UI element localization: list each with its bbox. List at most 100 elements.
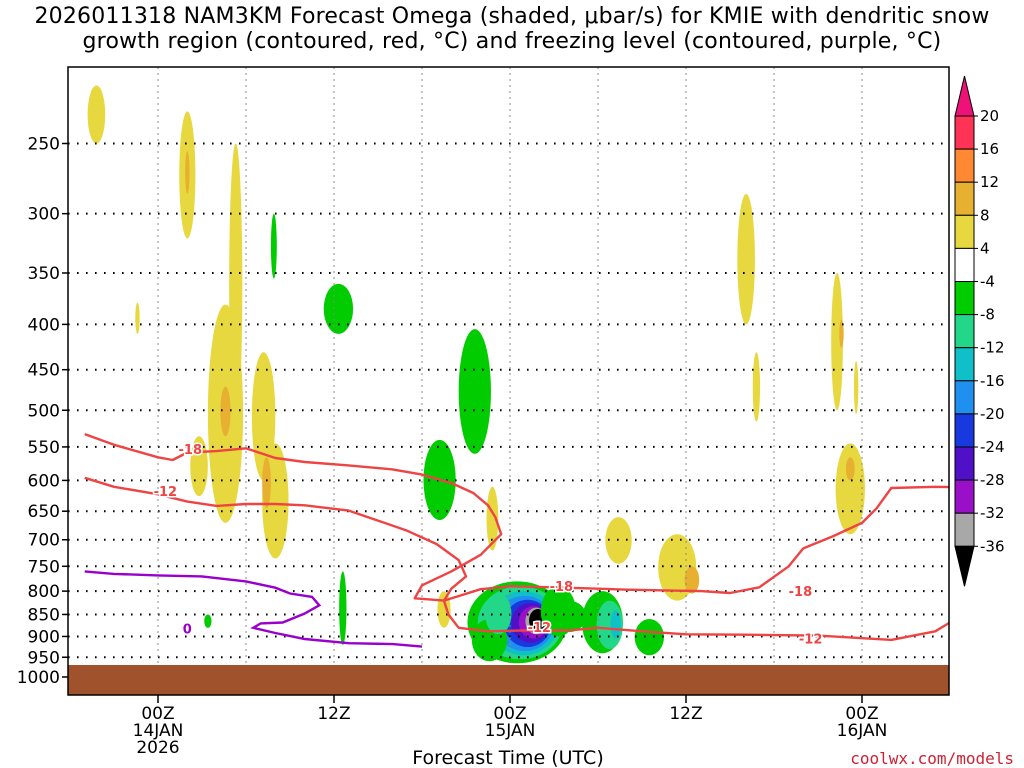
x-tick-label: 00Z bbox=[493, 704, 526, 724]
dendritic-label: -18 bbox=[550, 580, 574, 595]
colorbar-swatch bbox=[954, 281, 975, 316]
grid-lines bbox=[68, 67, 949, 695]
omega-blob bbox=[270, 213, 277, 279]
colorbar-swatch bbox=[954, 413, 975, 448]
omega-blob bbox=[831, 272, 843, 411]
dendritic-contour--12 bbox=[84, 476, 949, 642]
x-tick-label: 15JAN bbox=[485, 721, 536, 741]
colorbar-swatch bbox=[954, 446, 975, 481]
colorbar-label: -4 bbox=[980, 273, 995, 291]
omega-core bbox=[540, 586, 577, 637]
colorbar-label: -20 bbox=[980, 405, 1005, 423]
omega-core bbox=[485, 593, 512, 635]
x-tick-label: 2026 bbox=[136, 738, 179, 758]
colorbar-label: 8 bbox=[980, 206, 990, 224]
colorbar-swatch bbox=[954, 314, 975, 349]
colorbar-label: 20 bbox=[980, 107, 999, 125]
omega-blob bbox=[486, 486, 499, 551]
colorbar-arrow-top bbox=[954, 75, 975, 117]
colorbar-swatch bbox=[954, 148, 975, 183]
omega-blob bbox=[135, 302, 140, 334]
y-tick-label: 700 bbox=[28, 531, 60, 551]
colorbar-label: -36 bbox=[980, 537, 1005, 555]
x-tick-label: 00Z bbox=[141, 704, 174, 724]
chart-title-line1: 2026011318 NAM3KM Forecast Omega (shaded… bbox=[34, 4, 990, 29]
y-tick-label: 350 bbox=[28, 264, 60, 284]
colorbar-label: -8 bbox=[980, 306, 995, 324]
freezing-level-contour bbox=[84, 570, 423, 648]
omega-blob bbox=[458, 329, 491, 454]
colorbar-label: -24 bbox=[980, 438, 1005, 456]
omega-blob bbox=[323, 283, 354, 334]
y-tick-label: 400 bbox=[28, 315, 60, 335]
colorbar-swatch bbox=[954, 347, 975, 382]
y-tick-label: 750 bbox=[28, 557, 60, 577]
omega-blob bbox=[204, 614, 212, 628]
omega-blob bbox=[437, 591, 451, 628]
colorbar-swatch bbox=[954, 115, 975, 150]
omega-blob bbox=[634, 618, 664, 656]
x-axis-label: Forecast Time (UTC) bbox=[412, 747, 603, 768]
dendritic-label: -12 bbox=[799, 633, 823, 648]
dendritic-label: -12 bbox=[154, 485, 178, 500]
dendritic-label: -12 bbox=[528, 621, 552, 636]
y-tick-label: 850 bbox=[28, 605, 60, 625]
omega-blob bbox=[251, 352, 276, 481]
plot-frame bbox=[67, 66, 950, 696]
colorbar-label: 4 bbox=[980, 239, 990, 257]
colorbar-swatch bbox=[954, 247, 975, 282]
chart-title: 2026011318 NAM3KM Forecast Omega (shaded… bbox=[0, 4, 1024, 54]
colorbar-label: -28 bbox=[980, 471, 1005, 489]
omega-blob bbox=[845, 457, 855, 481]
y-tick-label: 300 bbox=[28, 205, 60, 225]
y-tick-label: 650 bbox=[28, 502, 60, 522]
y-tick-label: 250 bbox=[28, 135, 60, 155]
colorbar-swatch bbox=[954, 214, 975, 249]
colorbar-label: 12 bbox=[980, 173, 999, 191]
omega-blob bbox=[262, 457, 271, 509]
x-tick-label: 12Z bbox=[317, 704, 350, 724]
freezing-level-label: 0 bbox=[183, 623, 192, 638]
y-tick-label: 500 bbox=[28, 401, 60, 421]
omega-blob bbox=[87, 85, 106, 144]
dendritic-label: -18 bbox=[789, 585, 813, 600]
colorbar-label: -12 bbox=[980, 339, 1005, 357]
y-tick-label: 900 bbox=[28, 627, 60, 647]
omega-blob bbox=[839, 319, 844, 348]
colorbar-swatch bbox=[954, 380, 975, 415]
credit-link[interactable]: coolwx.com/models bbox=[850, 749, 1014, 768]
y-tick-label: 800 bbox=[28, 582, 60, 602]
y-tick-label: 550 bbox=[28, 438, 60, 458]
omega-blob bbox=[610, 609, 621, 639]
y-tick-label: 600 bbox=[28, 471, 60, 491]
colorbar: 20 16 12 8 4 -4 -8 -12 -16 -20 -24 -28 -32 -36 bbox=[954, 75, 1005, 587]
omega-blob bbox=[737, 193, 755, 325]
omega-blob bbox=[185, 151, 190, 194]
omega-blob bbox=[853, 361, 859, 415]
omega-blob bbox=[339, 571, 347, 645]
y-axis: 2503003504004505005506006507007508008509… bbox=[17, 135, 68, 688]
x-tick-label: 16JAN bbox=[837, 721, 888, 741]
x-tick-label: 12Z bbox=[669, 704, 702, 724]
omega-blob bbox=[835, 443, 865, 535]
colorbar-label: 16 bbox=[980, 140, 999, 158]
colorbar-swatch bbox=[954, 181, 975, 216]
colorbar-swatch bbox=[954, 479, 975, 514]
y-tick-label: 450 bbox=[28, 361, 60, 381]
contours: -18 -18 -18 -12 -12 -12 0 bbox=[84, 432, 949, 649]
dendritic-label: -18 bbox=[179, 443, 203, 458]
x-tick-label: 14JAN bbox=[133, 721, 184, 741]
omega-shading bbox=[87, 85, 865, 664]
omega-blob bbox=[220, 386, 231, 437]
dendritic-contour--18 bbox=[84, 432, 949, 602]
colorbar-arrow-bottom bbox=[954, 545, 975, 587]
omega-blob bbox=[752, 352, 761, 422]
omega-blob bbox=[684, 566, 700, 594]
y-tick-label: 950 bbox=[28, 648, 60, 668]
colorbar-swatch bbox=[954, 512, 975, 547]
x-tick-label: 00Z bbox=[845, 704, 878, 724]
colorbar-label: -32 bbox=[980, 504, 1005, 522]
chart-title-line2: growth region (contoured, red, °C) and f… bbox=[82, 29, 942, 54]
